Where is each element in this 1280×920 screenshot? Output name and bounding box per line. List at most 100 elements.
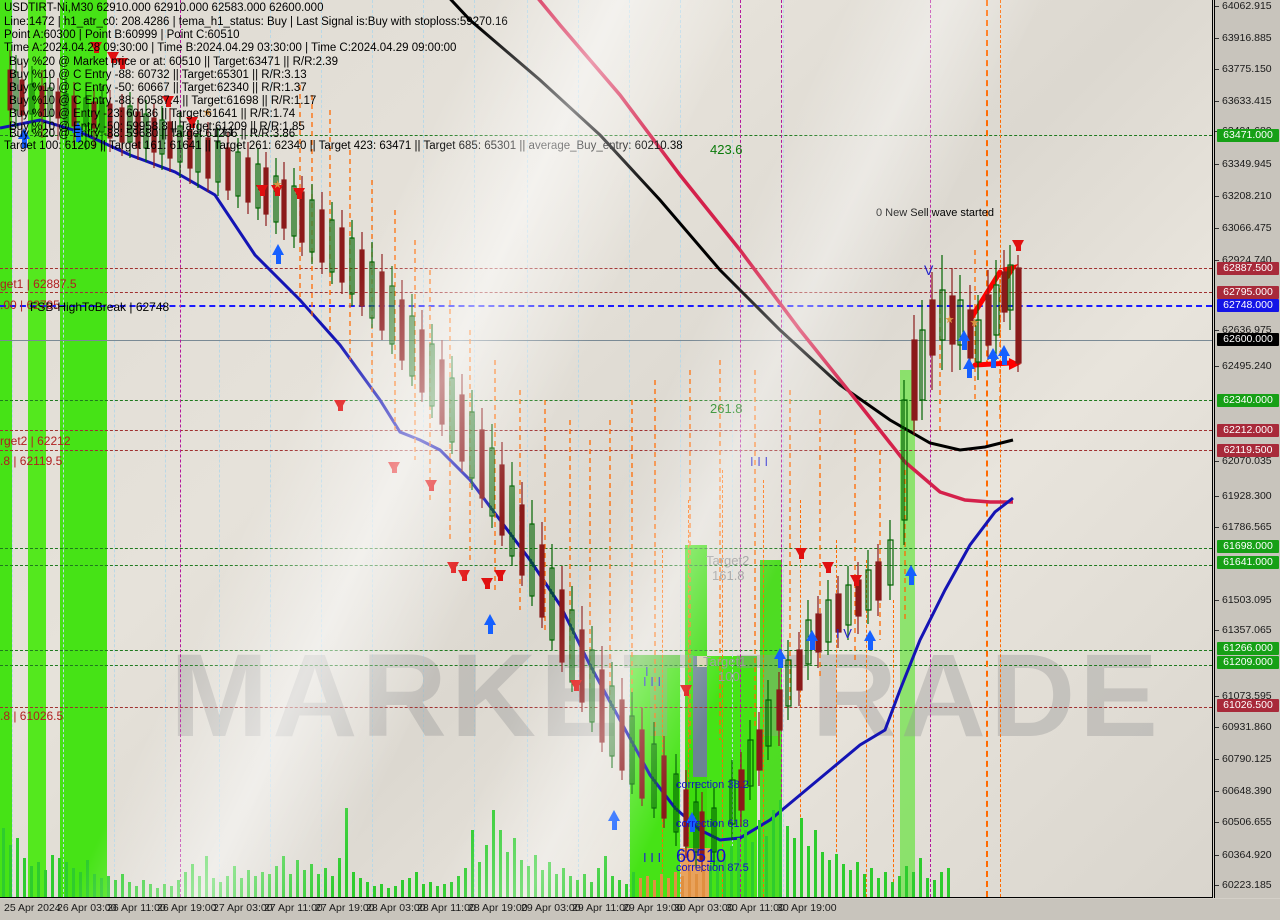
sell-arrow-marker <box>90 42 102 53</box>
wave-label-ii: I I I <box>643 850 661 865</box>
price-tag-red: 61026.500 <box>1217 699 1279 712</box>
sell-arrow-marker <box>271 185 283 196</box>
chart-annotation: 423.6 <box>710 142 743 157</box>
sell-arrow-marker <box>494 570 506 581</box>
event-line-orange <box>866 560 867 897</box>
event-line-magenta <box>740 0 741 897</box>
session-band <box>60 0 107 897</box>
time-tick: 29 Apr 03:00 <box>521 902 581 914</box>
time-tick: 26 Apr 03:00 <box>57 902 117 914</box>
grid-line-vertical <box>165 0 166 897</box>
chart-annotation: 60510 <box>676 846 727 866</box>
price-tick: 60223.185 <box>1215 879 1280 892</box>
grid-line-vertical <box>63 0 64 897</box>
chart-annotation: 161.8 <box>712 568 745 583</box>
sell-arrow-marker <box>293 188 305 199</box>
grid-line-vertical <box>114 0 115 897</box>
price-tag-green: 63471.000 <box>1217 129 1279 142</box>
grid-line-vertical <box>783 0 784 897</box>
sell-arrow-marker <box>570 680 582 691</box>
header-line-0: Line:1472 | h1_atr_c0: 208.4286 | tema_h… <box>4 16 508 28</box>
level-line-62795 <box>0 292 1212 293</box>
buy-arrow-marker <box>484 614 496 634</box>
price-tag-green: 61209.000 <box>1217 656 1279 669</box>
price-tick: 63633.415 <box>1215 95 1280 108</box>
time-axis[interactable]: 25 Apr 2024 26 Apr 03:00 26 Apr 11:00 26 Ap… <box>0 899 1280 920</box>
price-tick: 63775.150 <box>1215 63 1280 76</box>
sell-arrow-marker <box>458 570 470 581</box>
sell-arrow-marker <box>107 52 119 63</box>
event-line-orange <box>662 550 663 897</box>
sell-arrow-marker <box>116 58 128 69</box>
wave-label-iv: I V <box>836 626 852 641</box>
sell-arrow-marker <box>850 575 862 586</box>
header-line-6: Buy %10 @ C Entry -88: 60587.4 || Target… <box>9 95 317 107</box>
chart-annotation: correction 38.2 <box>676 779 749 791</box>
price-tick: 62070.035 <box>1215 455 1280 468</box>
current-price-line <box>0 340 1212 341</box>
header-line-5: Buy %10 @ C Entry -50: 60667 || Target:6… <box>9 82 307 94</box>
grid-line-vertical <box>12 0 13 897</box>
sell-arrow-marker <box>334 400 346 411</box>
chart-annotation: 0 New Sell wave started <box>876 207 994 219</box>
session-band <box>0 0 12 897</box>
buy-arrow-marker <box>806 630 818 650</box>
level-line-61026 <box>0 707 1212 708</box>
volume-histogram <box>2 800 950 897</box>
level-label: .00 | 62795 <box>0 298 60 312</box>
time-tick: 28 Apr 03:00 <box>366 902 426 914</box>
trend-arrow-head-right <box>1009 358 1021 370</box>
buy-arrow-marker <box>18 128 30 148</box>
sell-arrow-marker <box>822 562 834 573</box>
grid-line-vertical <box>423 0 424 897</box>
sell-arrow-marker <box>256 185 268 196</box>
time-tick: 26 Apr 11:00 <box>107 902 166 914</box>
price-tick: 62495.240 <box>1215 360 1280 373</box>
price-tag-red: 62887.500 <box>1217 262 1279 275</box>
event-line-orange <box>893 600 894 897</box>
entry-star-marker <box>273 180 282 189</box>
price-tick: 63208.210 <box>1215 190 1280 203</box>
time-tick: 28 Apr 19:00 <box>468 902 528 914</box>
price-tag-green: 61641.000 <box>1217 556 1279 569</box>
entry-star-marker <box>970 318 979 327</box>
time-tick: 30 Apr 11:00 <box>726 902 785 914</box>
event-line-orange <box>1000 0 1001 897</box>
level-label: FSB-HighToBreak | 62748 <box>30 300 170 314</box>
buy-arrow-marker <box>958 330 970 350</box>
time-tick: 27 Apr 19:00 <box>315 902 375 914</box>
buy-arrow-marker <box>987 348 999 368</box>
grid-line-vertical <box>527 0 528 897</box>
grid-line-vertical <box>629 0 630 897</box>
target2-line <box>0 565 1212 566</box>
header-line-7: Buy %10 @ Entry -23: 60136 || Target:616… <box>9 108 296 120</box>
time-tick: 25 Apr 2024 <box>4 902 61 914</box>
grid-line-vertical <box>270 0 271 897</box>
price-axis[interactable]: 64062.91563916.88563775.15063633.4156349… <box>1214 0 1280 898</box>
ma-red-line <box>537 0 1013 504</box>
entry-star-marker <box>203 108 212 117</box>
sell-arrow-marker <box>795 548 807 559</box>
time-tick: 27 Apr 03:00 <box>213 902 273 914</box>
event-line-orange <box>836 540 837 897</box>
candlestick-series-right <box>729 245 1022 840</box>
level-line-62212 <box>0 430 1212 431</box>
price-tick: 64062.915 <box>1215 0 1280 13</box>
wave-label-left: I I I <box>215 124 233 139</box>
event-line-magenta <box>781 0 782 897</box>
price-tag-blue: 62748.000 <box>1217 299 1279 312</box>
grid-line-vertical <box>321 0 322 897</box>
grid-line-vertical <box>578 0 579 897</box>
fib-line-161 <box>0 548 1212 549</box>
wave-label-iii: I I I <box>643 674 661 689</box>
header-line-9: Buy %20 @ Entry -88: 59680 || Target:612… <box>9 128 296 140</box>
wave-label-i: I <box>645 664 649 679</box>
price-tick: 61928.300 <box>1215 490 1280 503</box>
time-tick: 26 Apr 19:00 <box>157 902 217 914</box>
chart-plot-area[interactable]: MARKET TRADE <box>0 0 1213 898</box>
chart-annotation: 261.8 <box>710 401 743 416</box>
price-tick: 63066.475 <box>1215 222 1280 235</box>
level-line-62887 <box>0 268 1212 269</box>
event-line-orange <box>688 500 689 897</box>
